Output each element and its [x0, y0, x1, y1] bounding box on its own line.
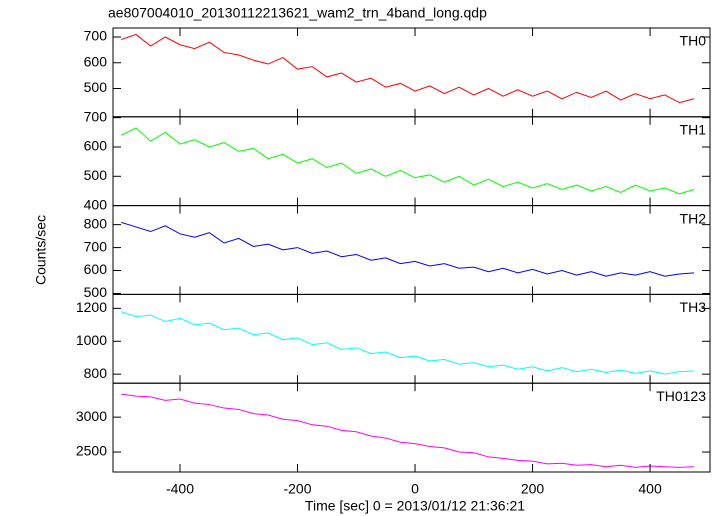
y-tick-label: 1200 [76, 299, 107, 315]
series-label: TH1 [680, 122, 707, 138]
data-line [121, 127, 695, 195]
y-tick-label: 700 [84, 28, 108, 44]
series-label: TH3 [680, 299, 707, 315]
series-label: TH0 [680, 33, 707, 49]
y-tick-label: 3000 [76, 408, 107, 424]
x-tick-label: -200 [283, 481, 311, 497]
series-label: TH2 [680, 210, 707, 226]
x-tick-label: 0 [411, 481, 419, 497]
x-tick-label: 200 [521, 481, 545, 497]
y-tick-label: 700 [84, 238, 108, 254]
x-axis-label: Time [sec] 0 = 2013/01/12 21:36:21 [305, 498, 525, 514]
y-tick-label: 700 [84, 108, 108, 124]
panel-frame [112, 382, 711, 473]
y-tick-label: 800 [84, 365, 108, 381]
data-line [121, 221, 695, 277]
y-axis-label: Counts/sec [33, 215, 49, 285]
data-line [121, 393, 695, 468]
y-tick-label: 800 [84, 215, 108, 231]
data-line [121, 33, 695, 104]
y-tick-label: 500 [84, 284, 108, 300]
y-tick-label: 600 [84, 261, 108, 277]
y-tick-label: 600 [84, 53, 108, 69]
data-line [121, 311, 695, 375]
y-tick-label: 2500 [76, 443, 107, 459]
y-tick-label: 500 [84, 79, 108, 95]
y-tick-label: 1000 [76, 332, 107, 348]
panel-frame [112, 205, 711, 295]
series-label: TH0123 [656, 388, 706, 404]
x-tick-label: 400 [638, 481, 662, 497]
y-tick-label: 500 [84, 167, 108, 183]
y-tick-label: 400 [84, 196, 108, 212]
x-tick-label: -400 [166, 481, 194, 497]
chart-title: ae807004010_20130112213621_wam2_trn_4ban… [108, 5, 487, 21]
panel-frame [112, 27, 711, 118]
y-tick-label: 600 [84, 138, 108, 154]
